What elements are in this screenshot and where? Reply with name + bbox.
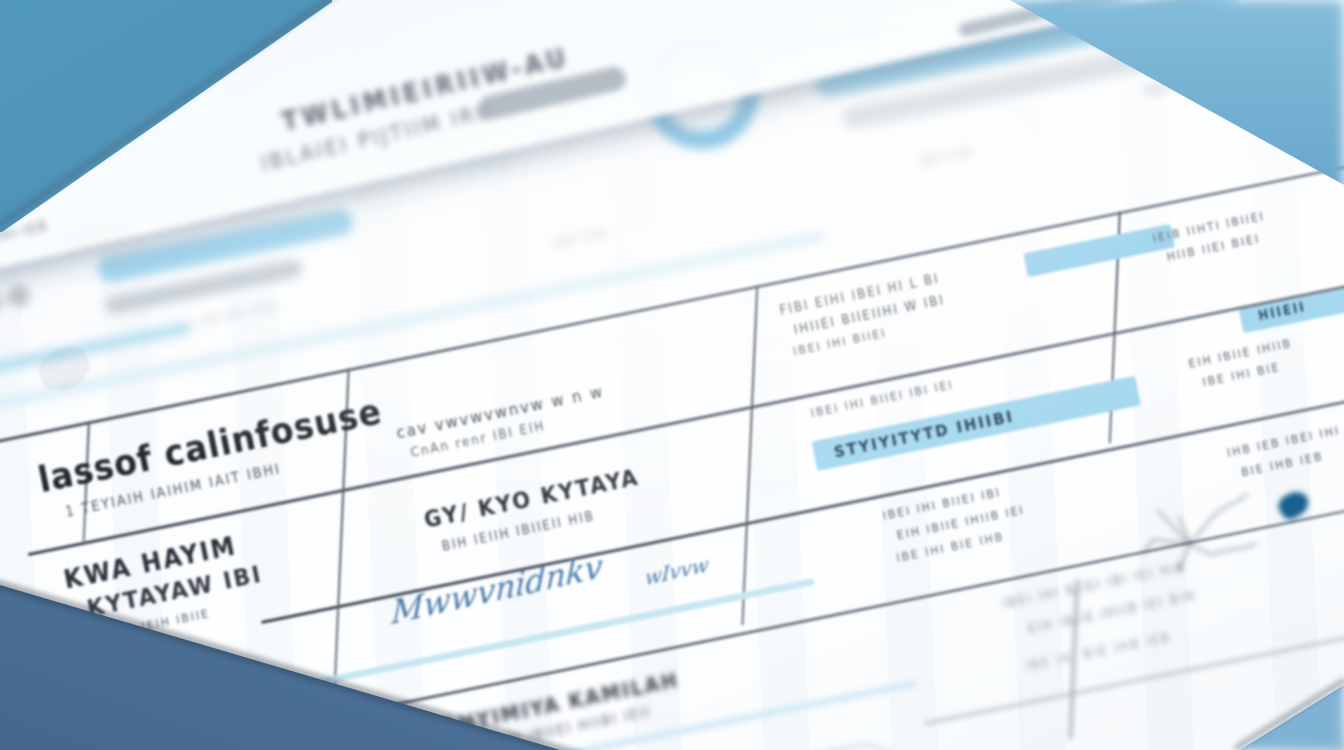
paper-form: DHLN-O II III II III III II III II II II… <box>0 0 1344 750</box>
photo-of-form: DHLN-O II III II III III II III II II II… <box>0 0 1344 750</box>
